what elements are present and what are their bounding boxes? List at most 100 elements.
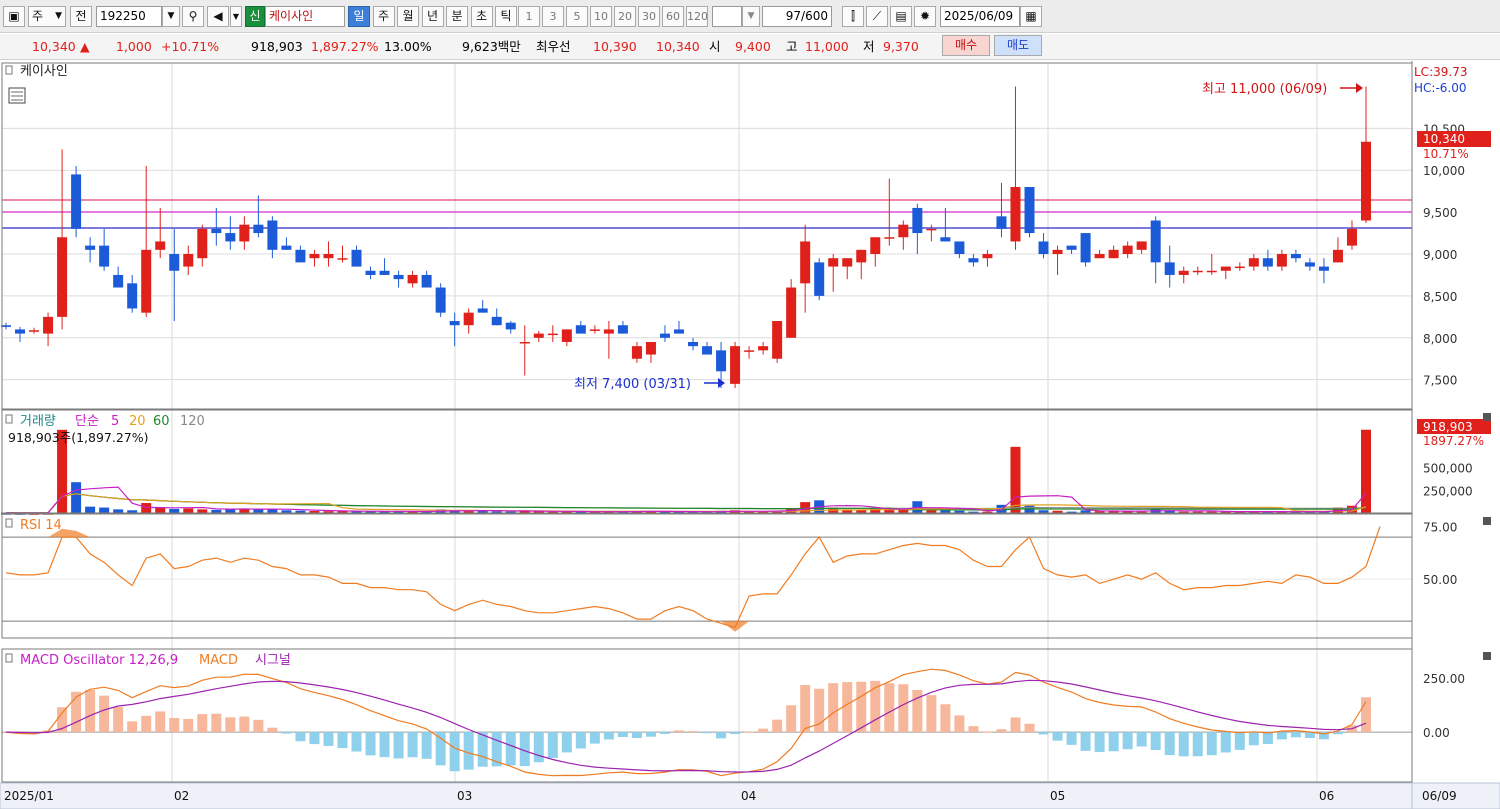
period-tab-2[interactable]: 월 [397,6,419,27]
candle-body [1010,186,1021,242]
volume-pct: 1,897.27% [311,39,379,54]
gear-icon[interactable]: ✹ [914,6,936,27]
volume-bar [393,511,404,514]
volume-bar [71,482,82,513]
interval-button-3[interactable]: 3 [542,6,564,27]
period-tab-6[interactable]: 틱 [495,6,517,27]
stock-name-field[interactable]: 케이사인 [265,6,345,27]
volume-bar [1108,511,1119,514]
price-tag-bg [1417,131,1491,147]
interval-button-10[interactable]: 10 [590,6,612,27]
period-tab-5[interactable]: 초 [470,6,493,27]
save-icon[interactable]: ▤ [890,6,912,27]
search-icon[interactable]: ⚲ [182,6,204,27]
candle-type-icon[interactable]: ⫿ [842,6,864,27]
candle-body [631,346,642,359]
price-tick-label: 9,500 [1423,206,1457,220]
market-select[interactable]: 주 ▼ [28,6,66,27]
chart-grid [1,63,1412,807]
macd-oscillator-bar [828,683,839,733]
candle-body [379,270,390,275]
data-count-max: /600 [801,9,828,23]
volume-bar [295,510,306,513]
prev-button[interactable]: 전 [70,6,92,27]
speaker-icon[interactable]: ◀ [207,6,229,27]
interval-button-60[interactable]: 60 [662,6,684,27]
volume-bar [337,511,348,514]
macd-oscillator-bar [1136,732,1147,747]
macd-oscillator-bar [491,732,502,767]
candle-body [449,321,460,326]
date-input[interactable]: 2025/06/09 [940,6,1020,27]
buy-button[interactable]: 매수 [942,35,990,56]
price-tick-label: 9,000 [1423,248,1457,262]
volume-ma-period: 120 [180,414,205,429]
price-tag: 10,340 [1423,132,1465,146]
sell-button[interactable]: 매도 [994,35,1042,56]
stock-code-input[interactable]: 192250 [96,6,162,27]
candle-body [645,341,656,355]
volume-bar [1052,510,1063,513]
chevron-down-icon[interactable]: ▼ [230,6,242,27]
interval-button-20[interactable]: 20 [614,6,636,27]
line-chart-icon[interactable]: ⟋ [866,6,888,27]
period-tab-3[interactable]: 년 [421,6,444,27]
macd-oscillator-bar [547,732,558,758]
volume-value: 918,903 [251,39,303,54]
volume-bar [253,508,264,513]
macd-oscillator-bar [744,731,755,733]
macd-oscillator-bar [645,732,656,737]
candle-body [1361,141,1371,221]
candle-body [659,333,670,338]
candle-body [814,262,825,296]
macd-oscillator-bar [1262,732,1273,745]
x-axis-label: 02 [174,789,189,803]
candle-body [1220,266,1231,271]
candle-body [772,321,783,359]
volume-bar [169,508,180,513]
interval-button-5[interactable]: 5 [566,6,588,27]
code-dropdown-button[interactable]: ▼ [162,6,180,27]
volume-bar [323,511,334,514]
chevron-down-icon: ▼ [55,11,62,21]
interval-button-30[interactable]: 30 [638,6,660,27]
macd-oscillator-bar [365,732,376,756]
candle-body [912,207,923,234]
candle-body [1262,258,1273,267]
macd-oscillator-bar [379,732,390,758]
interval-dropdown-button[interactable]: ▼ [742,6,760,27]
period-tab-1[interactable]: 주 [372,6,395,27]
macd-oscillator-bar [407,732,418,758]
panel-frames [0,61,1500,809]
period-tab-4[interactable]: 분 [446,6,468,27]
signal-line [5,679,1367,773]
macd-oscillator-bar [716,732,727,739]
candle-body [1276,254,1287,267]
right-axis-corner [1411,782,1500,809]
candle-body [1192,270,1203,273]
interval-button-1[interactable]: 1 [518,6,540,27]
candle-body [1164,262,1175,275]
layout-icon[interactable]: ▣ [3,6,25,27]
period-tab-0[interactable]: 일 [348,6,370,27]
candle-body [870,237,881,255]
volume-bar [155,507,166,513]
macd-oscillator-bar [617,732,628,738]
low-price: 9,370 [883,39,919,54]
stock-chart[interactable]: 2025/01 02 03 04 05 06 06/0910,50010,0009,5009… [0,61,1500,809]
macd-oscillator-bar [1361,697,1371,733]
data-count-input[interactable]: 97/600 [762,6,832,27]
candle-body [702,346,713,355]
macd-oscillator-bar [954,715,965,733]
calendar-icon[interactable]: ▦ [1020,6,1042,27]
interval-custom-input[interactable] [712,6,742,27]
interval-button-120[interactable]: 120 [686,6,708,27]
candle-body [744,350,755,352]
candle-body [688,341,699,347]
macd-oscillator-bar [225,717,236,733]
candle-body [169,254,180,271]
volume-bar [57,429,68,513]
volume-bar [211,509,222,513]
volume-bar [183,508,194,513]
macd-oscillator-bar [898,684,909,733]
